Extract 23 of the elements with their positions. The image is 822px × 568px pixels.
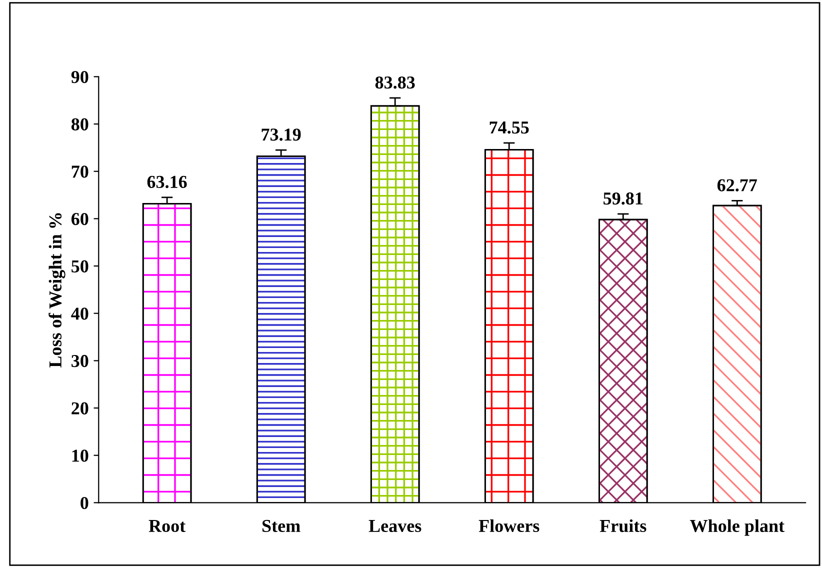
y-tick-label: 20 <box>72 402 88 414</box>
x-tick-label: Fruits <box>600 519 646 532</box>
y-tick-label: 60 <box>71 212 88 226</box>
x-tick-label: Stem <box>262 520 300 532</box>
y-tick-label: 10 <box>72 450 88 462</box>
data-label: 74.55 <box>490 122 529 134</box>
y-tick-label: 80 <box>71 118 88 130</box>
y-tick-label: 0 <box>80 496 88 510</box>
y-tick-label: 50 <box>72 260 88 272</box>
data-label: 83.83 <box>375 76 415 89</box>
y-tick-label: 40 <box>71 308 88 320</box>
data-label: 62.77 <box>717 179 758 192</box>
data-label: 73.19 <box>262 128 301 141</box>
x-tick-label: Root <box>148 520 186 532</box>
y-axis-title: Loss of Weight in % <box>48 213 66 368</box>
data-label: 59.81 <box>604 192 643 205</box>
y-tick-label: 70 <box>72 166 88 178</box>
x-tick-label: Whole plant <box>690 519 784 536</box>
y-tick-label: 90 <box>71 70 88 84</box>
data-label: 63.16 <box>147 176 187 188</box>
y-tick-label: 30 <box>72 354 88 368</box>
x-tick-label: Leaves <box>368 520 422 532</box>
x-tick-label: Flowers <box>478 519 540 532</box>
